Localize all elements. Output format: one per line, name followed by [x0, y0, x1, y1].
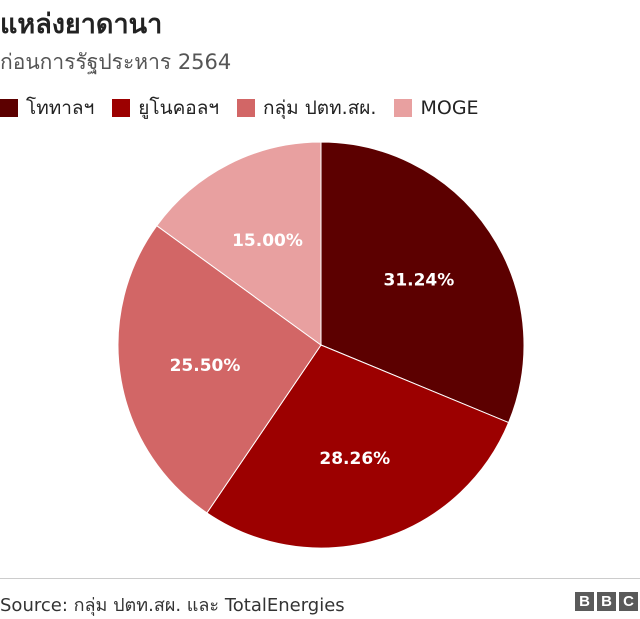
pie-slice-1 — [320, 141, 525, 424]
legend-swatch-3 — [237, 99, 256, 117]
slice-label-4: 15.00% — [232, 231, 303, 251]
legend: โททาลฯ ยูโนคอลฯ กลุ่ม ปตท.สผ. MOGE — [0, 95, 497, 121]
legend-swatch-4 — [394, 99, 413, 117]
pie-chart: 31.24% 28.26% 25.50% 15.00% — [117, 141, 525, 549]
slice-label-1: 31.24% — [383, 271, 454, 291]
legend-label-1: โททาลฯ — [26, 97, 95, 119]
source-note: Source: กลุ่ม ปตท.สผ. และ TotalEnergies — [0, 595, 345, 616]
pie-slice-3 — [117, 224, 322, 514]
legend-label-3: กลุ่ม ปตท.สผ. — [263, 97, 377, 119]
legend-label-4: MOGE — [420, 97, 479, 119]
legend-item-1: โททาลฯ — [0, 93, 94, 123]
bbc-logo: B B C — [572, 592, 638, 611]
legend-item-4: MOGE — [394, 97, 479, 119]
pie-slice-4 — [156, 141, 322, 346]
footer-divider — [0, 578, 640, 579]
slice-label-2: 28.26% — [319, 449, 390, 469]
legend-label-2: ยูโนคอลฯ — [138, 97, 220, 119]
chart-title: แหล่งยาดานา — [0, 9, 163, 40]
legend-item-3: กลุ่ม ปตท.สผ. — [237, 93, 376, 123]
legend-swatch-2 — [112, 99, 131, 117]
legend-swatch-1 — [0, 99, 18, 117]
legend-item-2: ยูโนคอลฯ — [112, 93, 219, 123]
bbc-logo-letter-2: B — [597, 592, 616, 611]
slice-label-3: 25.50% — [170, 356, 241, 376]
bbc-logo-letter-3: C — [619, 592, 638, 611]
pie-slice-2 — [206, 344, 510, 549]
chart-subtitle: ก่อนการรัฐประหาร 2564 — [0, 50, 232, 74]
bbc-logo-letter-1: B — [575, 592, 594, 611]
